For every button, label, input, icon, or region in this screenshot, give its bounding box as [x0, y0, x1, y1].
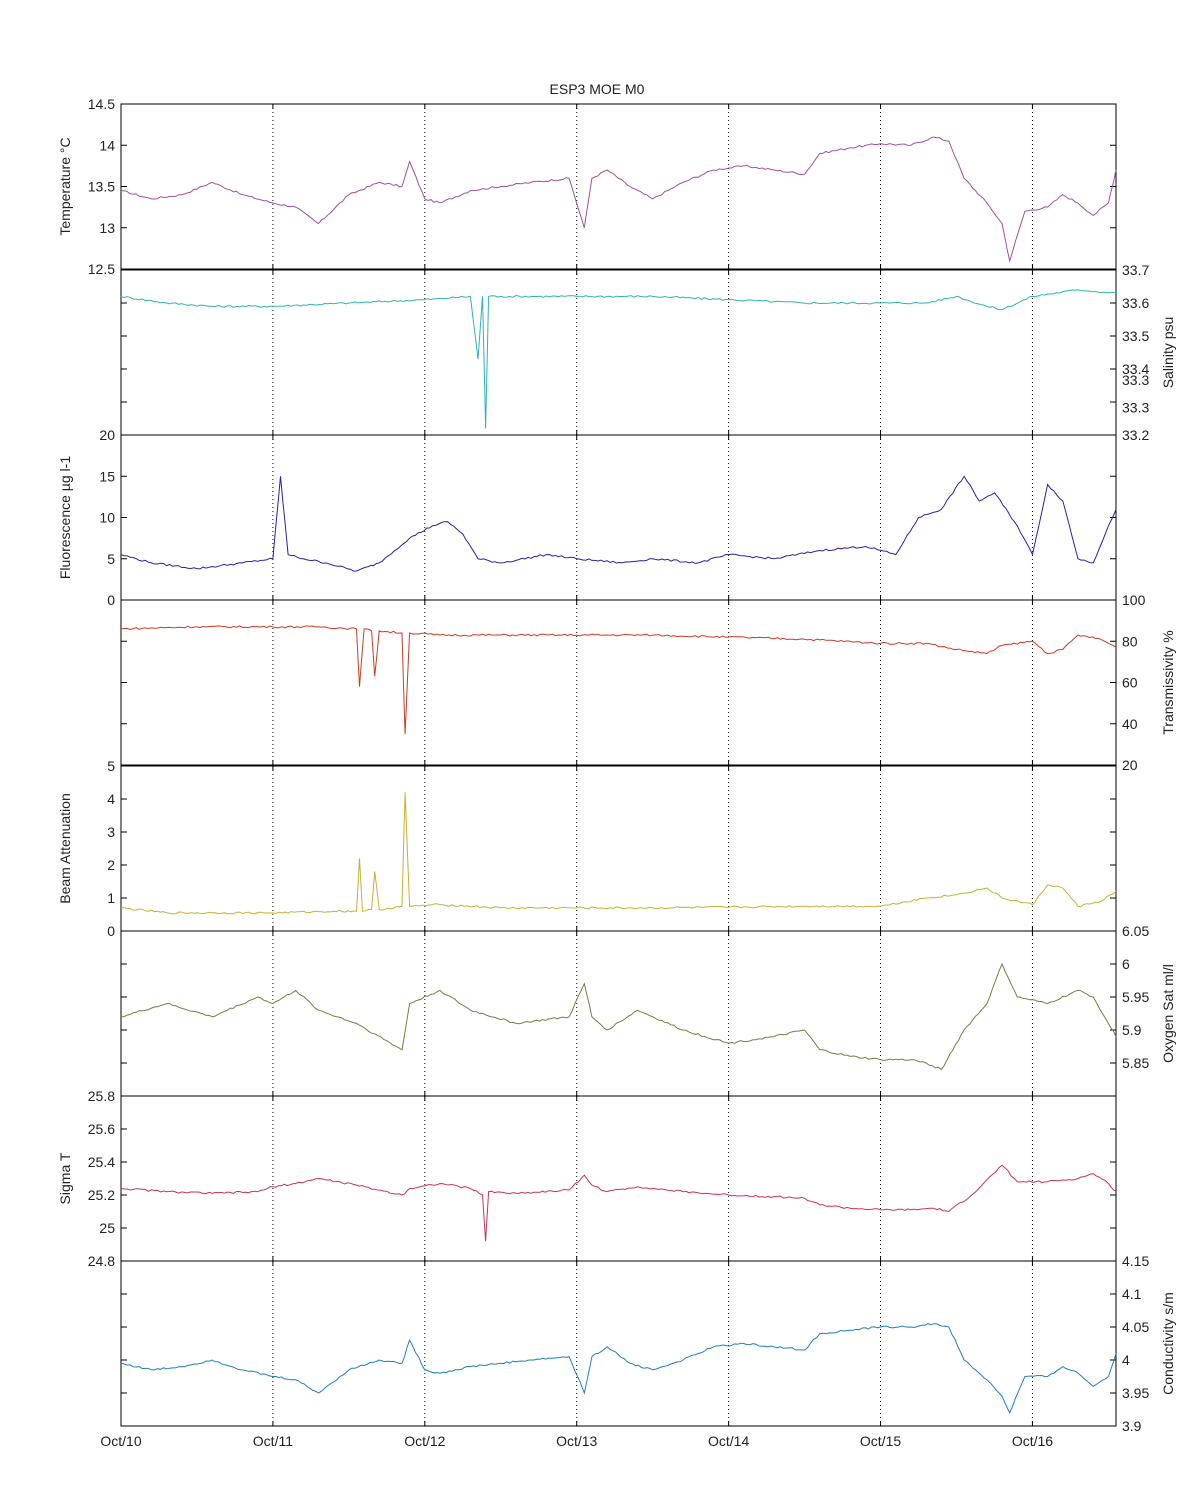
- x-tick-label: Oct/12: [404, 1433, 445, 1449]
- y-tick-label: 4: [107, 791, 115, 807]
- y-tick-label: 12.5: [88, 261, 115, 277]
- series-line-salinity: [120, 289, 1117, 429]
- series-line-fluorescence: [120, 475, 1117, 572]
- y-tick-label: 13: [99, 220, 115, 236]
- y-tick-label: 25.6: [88, 1121, 115, 1137]
- panel-frame-fluorescence: [120, 434, 1117, 601]
- y-tick-label: 25.2: [88, 1187, 115, 1203]
- y-tick-label: 33.7: [1122, 262, 1149, 278]
- y-tick-label: 15: [99, 468, 115, 484]
- y-axis-label-beam_attenuation: Beam Attenuation: [57, 793, 73, 904]
- y-tick-label: 33.5: [1122, 328, 1149, 344]
- x-tick-label: Oct/10: [100, 1433, 141, 1449]
- panel-frame-oxygen_sat: [120, 930, 1117, 1097]
- panel-frame-temperature: [120, 103, 1117, 270]
- y-tick-label: 3.95: [1122, 1385, 1149, 1401]
- series-line-transmissivity: [120, 625, 1117, 735]
- y-tick-label: 60: [1122, 675, 1138, 691]
- y-tick-label: 14.5: [88, 96, 115, 112]
- panel-frame-sigma_t: [120, 1095, 1117, 1262]
- y-tick-label: 33.3: [1122, 372, 1149, 388]
- y-axis-label-salinity: Salinity psu: [1160, 317, 1176, 389]
- series-line-sigma_t: [120, 1164, 1117, 1242]
- y-tick-label: 1: [107, 890, 115, 906]
- y-tick-label: 5.9: [1122, 1022, 1142, 1038]
- panel-frame-beam_attenuation: [120, 765, 1117, 932]
- y-tick-label: 25: [99, 1220, 115, 1236]
- y-tick-label: 25.4: [88, 1154, 115, 1170]
- y-tick-label: 33.4: [1122, 361, 1149, 377]
- y-tick-label: 24.8: [88, 1253, 115, 1269]
- y-tick-label: 5: [107, 758, 115, 774]
- x-tick-label: Oct/13: [556, 1433, 597, 1449]
- x-tick-label: Oct/11: [253, 1433, 293, 1449]
- y-tick-label: 2: [107, 857, 115, 873]
- y-tick-label: 3: [107, 824, 115, 840]
- y-tick-label: 4: [1122, 1352, 1130, 1368]
- y-axis-label-fluorescence: Fluorescence µg l-1: [57, 456, 73, 579]
- y-tick-label: 6.05: [1122, 923, 1149, 939]
- y-tick-label: 10: [99, 510, 115, 526]
- series-line-oxygen_sat: [121, 962, 1117, 1071]
- series-line-beam_attenuation: [120, 792, 1117, 915]
- panel-frame-conductivity: [120, 1260, 1117, 1427]
- y-tick-label: 4.15: [1122, 1253, 1149, 1269]
- y-tick-label: 14: [99, 137, 115, 153]
- series-line-temperature: [120, 136, 1117, 263]
- series-line-conductivity: [120, 1323, 1117, 1414]
- y-axis-label-oxygen_sat: Oxygen Sat ml/l: [1160, 964, 1176, 1063]
- y-tick-label: 5.85: [1122, 1055, 1149, 1071]
- y-tick-label: 80: [1122, 633, 1138, 649]
- panel-frame-salinity: [120, 269, 1117, 436]
- panel-frame-transmissivity: [120, 599, 1117, 766]
- y-tick-label: 100: [1122, 592, 1146, 608]
- x-tick-label: Oct/14: [708, 1433, 749, 1449]
- y-tick-label: 5.95: [1122, 989, 1149, 1005]
- y-axis-label-conductivity: Conductivity s/m: [1160, 1292, 1176, 1395]
- chart-title: ESP3 MOE M0: [550, 81, 645, 97]
- x-tick-label: Oct/15: [860, 1433, 901, 1449]
- y-axis-label-sigma_t: Sigma T: [57, 1152, 73, 1204]
- y-axis-label-transmissivity: Transmissivity %: [1160, 630, 1176, 735]
- y-tick-label: 4.1: [1122, 1286, 1142, 1302]
- y-tick-label: 20: [99, 427, 115, 443]
- y-tick-label: 25.8: [88, 1088, 115, 1104]
- y-tick-label: 33.3: [1122, 400, 1149, 416]
- y-tick-label: 0: [107, 592, 115, 608]
- y-tick-label: 33.2: [1122, 427, 1149, 443]
- y-tick-label: 3.9: [1122, 1418, 1142, 1434]
- y-tick-label: 13.5: [88, 179, 115, 195]
- y-axis-label-temperature: Temperature °C: [57, 137, 73, 235]
- y-tick-label: 40: [1122, 716, 1138, 732]
- y-tick-label: 20: [1122, 757, 1138, 773]
- y-tick-label: 4.05: [1122, 1319, 1149, 1335]
- y-tick-label: 6: [1122, 956, 1130, 972]
- y-tick-label: 33.6: [1122, 295, 1149, 311]
- y-tick-label: 0: [107, 923, 115, 939]
- x-tick-label: Oct/16: [1012, 1433, 1053, 1449]
- y-tick-label: 5: [107, 551, 115, 567]
